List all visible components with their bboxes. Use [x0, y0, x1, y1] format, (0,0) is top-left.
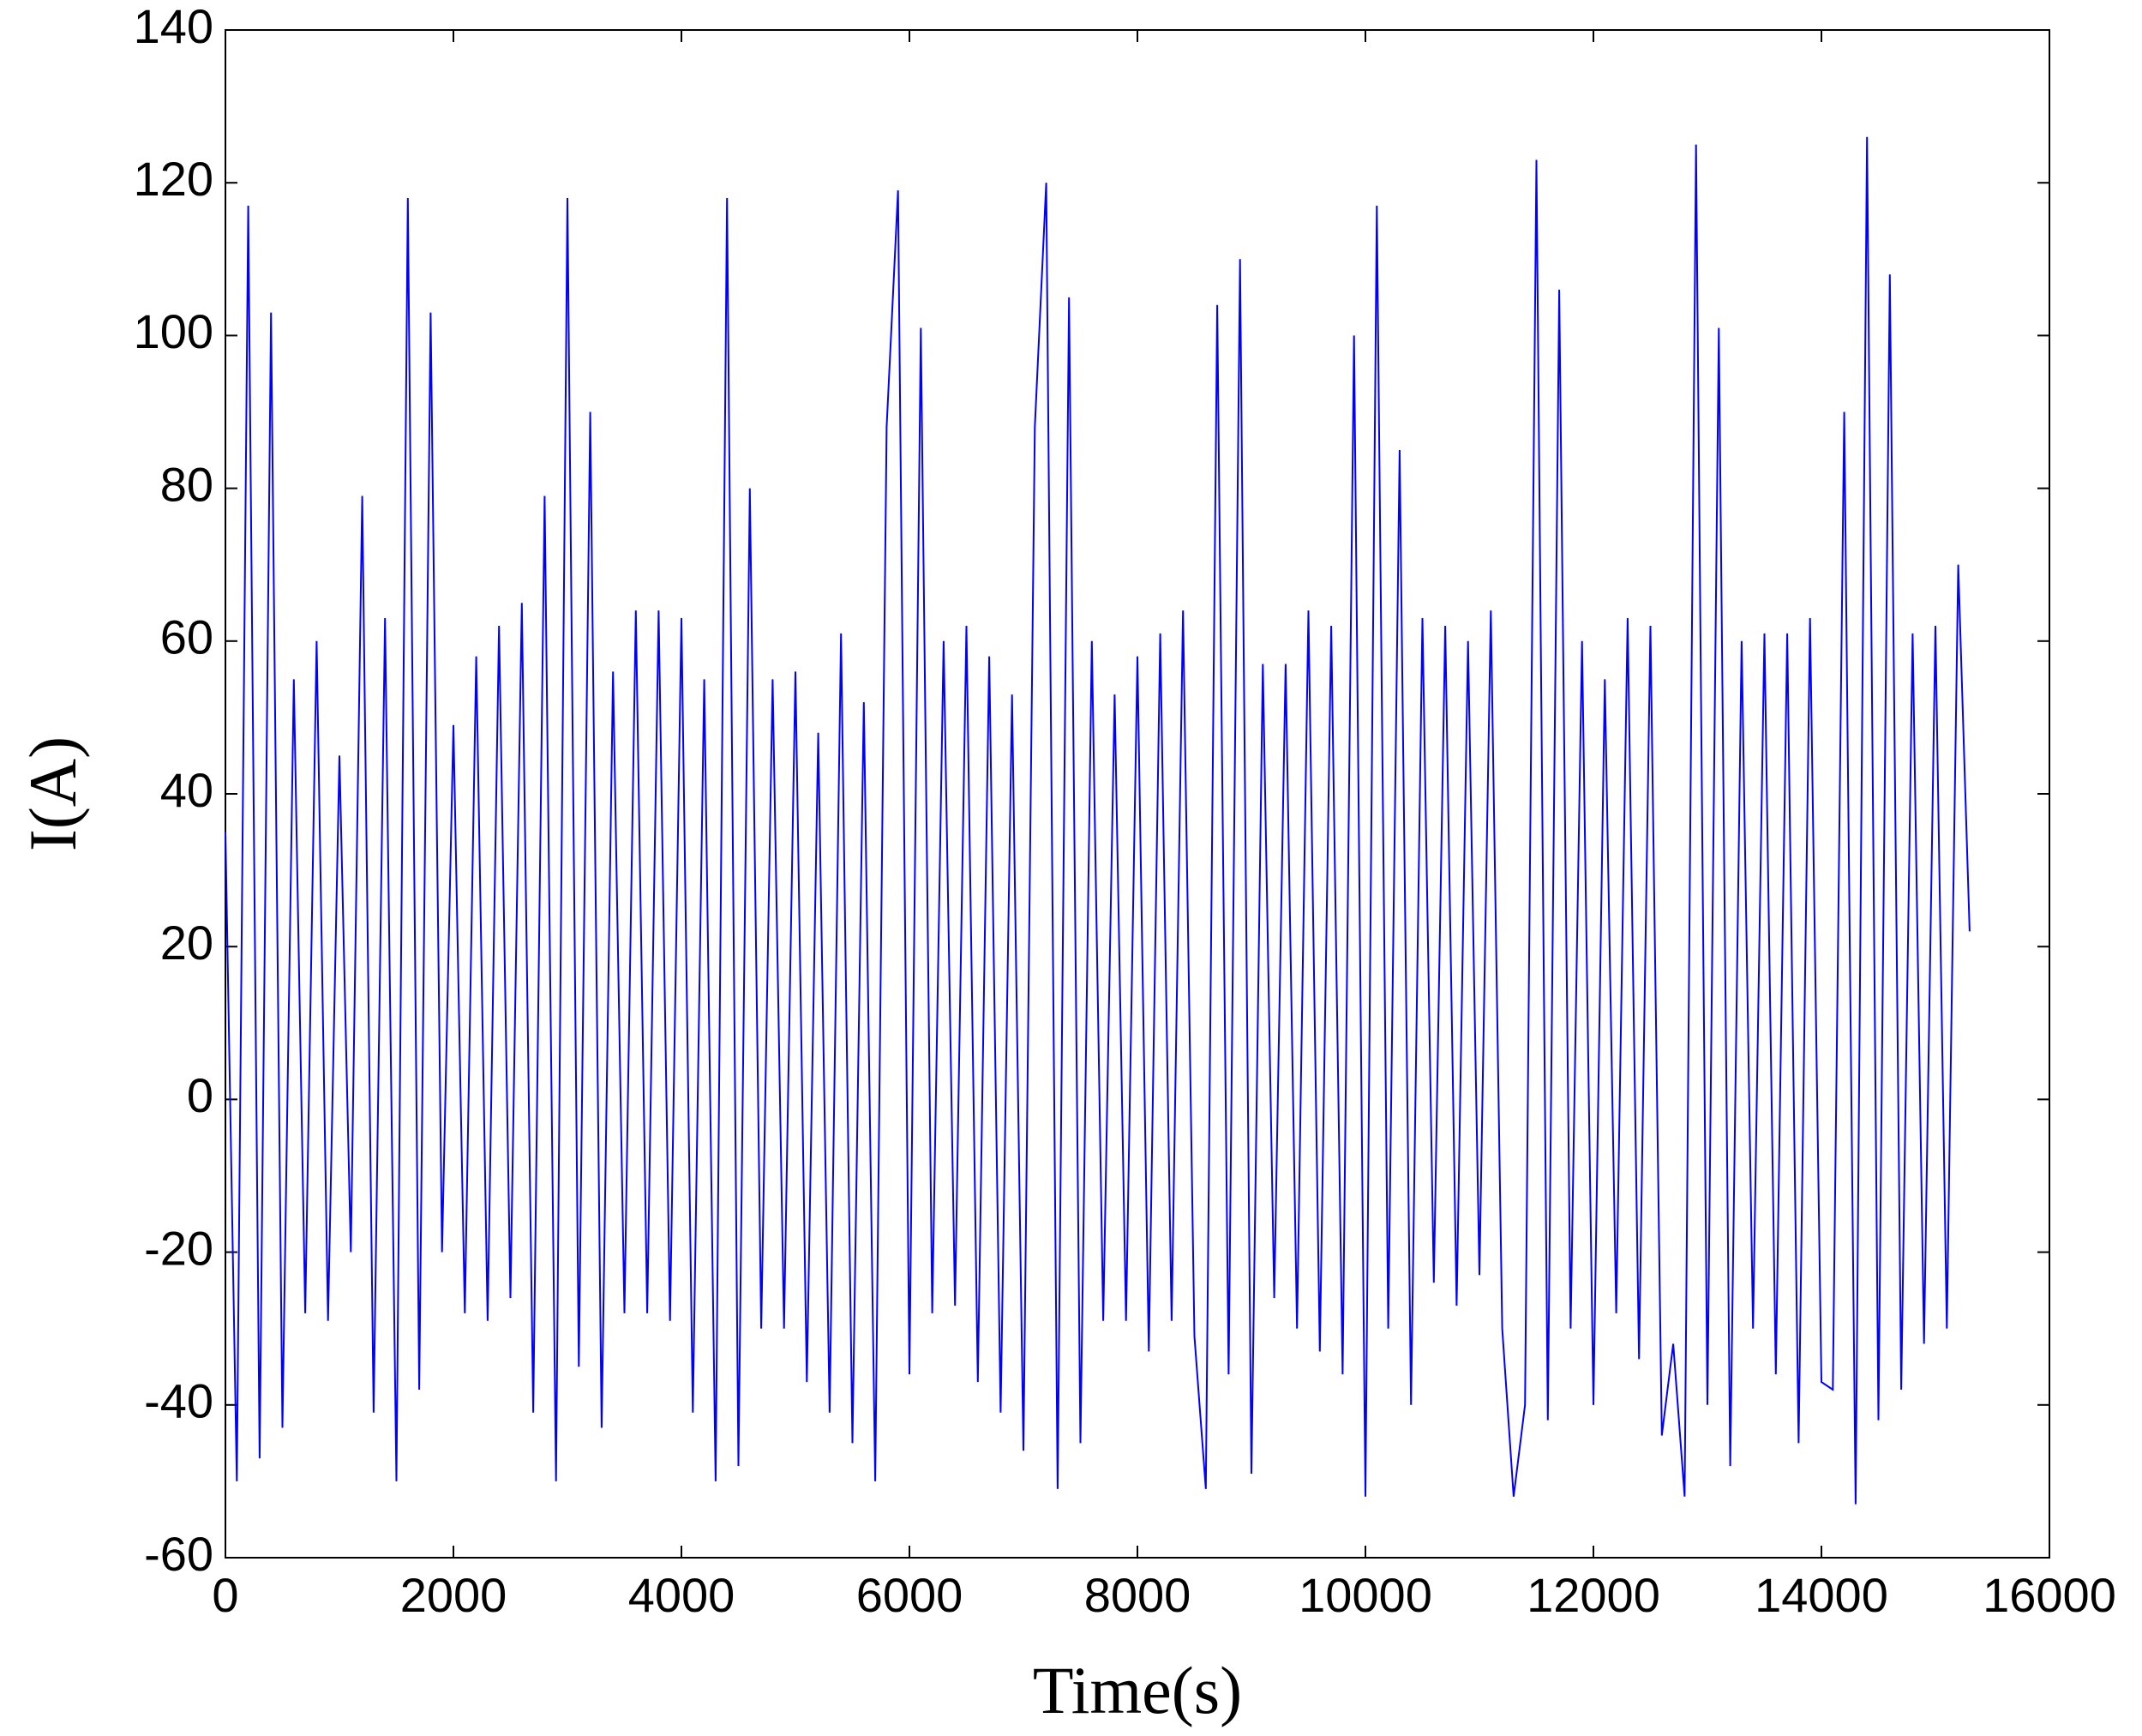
plot-frame: [225, 29, 2050, 1559]
y-tick-label: 0: [187, 1068, 213, 1122]
x-tick-label: 12000: [1527, 1568, 1660, 1622]
x-tick-label: 4000: [628, 1568, 735, 1622]
x-axis-label: Time(s): [1033, 1653, 1242, 1727]
x-tick-label: 6000: [856, 1568, 963, 1622]
x-tick-label: 8000: [1084, 1568, 1191, 1622]
y-tick-label: 140: [134, 0, 213, 53]
data-line: [225, 136, 1971, 1505]
y-tick-label: 80: [160, 457, 213, 511]
y-tick-label: 100: [134, 304, 213, 358]
y-tick-label: -40: [144, 1374, 213, 1428]
y-tick-label: 20: [160, 916, 213, 970]
y-tick-label: -60: [144, 1527, 213, 1581]
y-tick-label: -20: [144, 1221, 213, 1275]
x-tick-label: 2000: [400, 1568, 507, 1622]
y-tick-label: 60: [160, 610, 213, 664]
x-tick-label: 16000: [1983, 1568, 2116, 1622]
x-tick-label: 0: [212, 1568, 238, 1622]
y-tick-label: 40: [160, 763, 213, 817]
y-tick-label: 120: [134, 152, 213, 206]
x-tick-label: 10000: [1299, 1568, 1432, 1622]
x-tick-label: 14000: [1755, 1568, 1888, 1622]
y-axis-label: I(A): [15, 736, 90, 851]
